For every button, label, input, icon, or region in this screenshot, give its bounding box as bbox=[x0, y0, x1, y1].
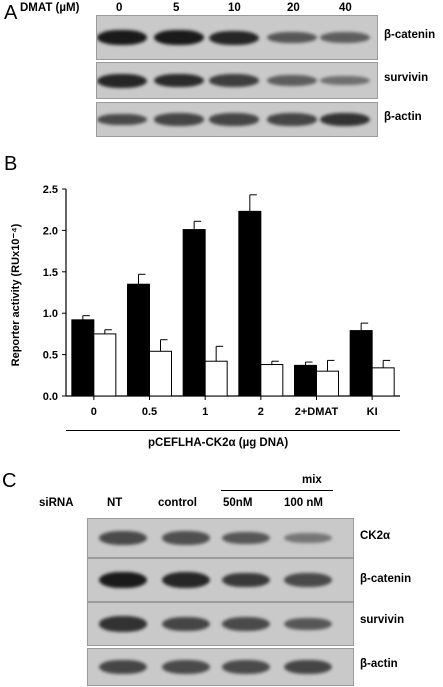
dose-label-5: 5 bbox=[173, 2, 180, 14]
blot-c-label-ck2a: CK2α bbox=[360, 530, 391, 542]
y-tick-label: 2.5 bbox=[43, 184, 58, 196]
y-tick-label: 2.0 bbox=[43, 225, 58, 237]
x-axis-group-line bbox=[66, 430, 400, 431]
dose-label-10: 10 bbox=[228, 2, 241, 14]
dmat-dose-label: DMAT (µM) bbox=[20, 2, 80, 14]
blot-band bbox=[99, 571, 147, 589]
sirna-label: siRNA bbox=[39, 497, 74, 509]
blot-band bbox=[162, 660, 210, 674]
x-tick-label: 2+DMAT bbox=[295, 406, 339, 418]
mix-label: mix bbox=[302, 474, 322, 486]
y-tick-label: 1.0 bbox=[43, 308, 58, 320]
blot-band bbox=[162, 572, 210, 588]
panel-c-letter: C bbox=[2, 470, 17, 492]
x-tick-label: 0.5 bbox=[142, 406, 157, 418]
blot-c-beta-catenin bbox=[87, 558, 354, 602]
blot-a-label-beta-catenin: β-catenin bbox=[384, 29, 436, 41]
y-tick-label: 0.5 bbox=[43, 350, 58, 362]
bar-series-2 bbox=[149, 350, 172, 397]
y-tick-label: 0.0 bbox=[43, 391, 58, 403]
blot-c-ck2a bbox=[87, 518, 354, 558]
x-tick-label: 2 bbox=[258, 406, 264, 418]
blot-band bbox=[97, 30, 147, 45]
dose-label-0: 0 bbox=[116, 2, 123, 14]
bar-series-2 bbox=[204, 360, 228, 397]
blot-band bbox=[222, 572, 270, 588]
bar-series-2 bbox=[260, 364, 284, 397]
blot-band bbox=[97, 73, 147, 88]
blot-band bbox=[284, 532, 332, 544]
bar-series-2 bbox=[93, 333, 117, 397]
dose-label-20: 20 bbox=[287, 2, 300, 14]
blot-band bbox=[320, 75, 370, 86]
blot-band bbox=[162, 531, 210, 545]
mix-bracket-line bbox=[221, 490, 333, 491]
blot-a-beta-actin bbox=[96, 102, 378, 137]
blot-band bbox=[267, 113, 317, 126]
x-tick-label: KI bbox=[367, 406, 378, 418]
blot-c-survivin bbox=[87, 602, 354, 646]
col-label-control: control bbox=[158, 497, 197, 509]
bar-series-1 bbox=[182, 229, 206, 397]
blot-a-label-survivin: survivin bbox=[384, 72, 429, 84]
panel-a-letter: A bbox=[4, 2, 18, 24]
blot-band bbox=[284, 660, 332, 674]
blot-band bbox=[209, 30, 259, 45]
blot-band bbox=[209, 113, 259, 126]
blot-band bbox=[320, 112, 370, 127]
panel-b-letter: B bbox=[4, 153, 18, 175]
bar-series-1 bbox=[349, 330, 373, 397]
blot-band bbox=[222, 617, 270, 631]
blot-band bbox=[99, 660, 147, 674]
blot-c-label-beta-catenin: β-catenin bbox=[360, 573, 412, 585]
blot-band bbox=[284, 617, 332, 631]
blot-band bbox=[154, 113, 204, 126]
blot-band bbox=[162, 617, 210, 631]
reporter-activity-chart: 0.0 0.5 1.0 1.5 2.0 2.5 0 0.5 1 2 2+DMAT KI Reporte… bbox=[10, 184, 400, 418]
blot-band bbox=[154, 73, 204, 88]
blot-band bbox=[99, 616, 147, 632]
blot-a-label-beta-actin: β-actin bbox=[384, 111, 422, 123]
blot-a-beta-catenin bbox=[96, 15, 378, 60]
blot-c-beta-actin bbox=[87, 648, 354, 686]
blot-band bbox=[284, 573, 332, 587]
blot-c-label-beta-actin: β-actin bbox=[360, 658, 398, 670]
blot-band bbox=[97, 113, 147, 126]
bar-series-2 bbox=[316, 370, 339, 397]
blot-band bbox=[154, 30, 204, 45]
bar-series-1 bbox=[71, 319, 95, 397]
col-label-100nm: 100 nM bbox=[284, 497, 323, 509]
blot-band bbox=[209, 74, 259, 87]
col-label-50nm: 50nM bbox=[223, 497, 253, 509]
bar-series-1 bbox=[294, 364, 317, 397]
blot-band bbox=[222, 531, 270, 545]
col-label-nt: NT bbox=[107, 497, 123, 509]
dose-label-40: 40 bbox=[339, 2, 352, 14]
blot-band bbox=[267, 31, 317, 44]
x-tick-label: 0 bbox=[91, 406, 97, 418]
blot-band bbox=[222, 660, 270, 674]
blot-band bbox=[99, 531, 147, 545]
blot-band bbox=[320, 32, 370, 43]
blot-c-label-survivin: survivin bbox=[360, 614, 405, 626]
blot-a-survivin bbox=[96, 62, 378, 99]
y-axis-label: Reporter activity (RUx10⁻⁴) bbox=[10, 223, 22, 366]
y-tick-label: 1.5 bbox=[43, 267, 58, 279]
bar-series-1 bbox=[127, 283, 150, 397]
x-axis-label: pCEFLHA-CK2α (µg DNA) bbox=[148, 437, 289, 449]
bar-series-2 bbox=[371, 367, 395, 397]
bar-series-1 bbox=[238, 210, 262, 397]
x-tick-label: 1 bbox=[202, 406, 208, 418]
blot-band bbox=[267, 75, 317, 86]
